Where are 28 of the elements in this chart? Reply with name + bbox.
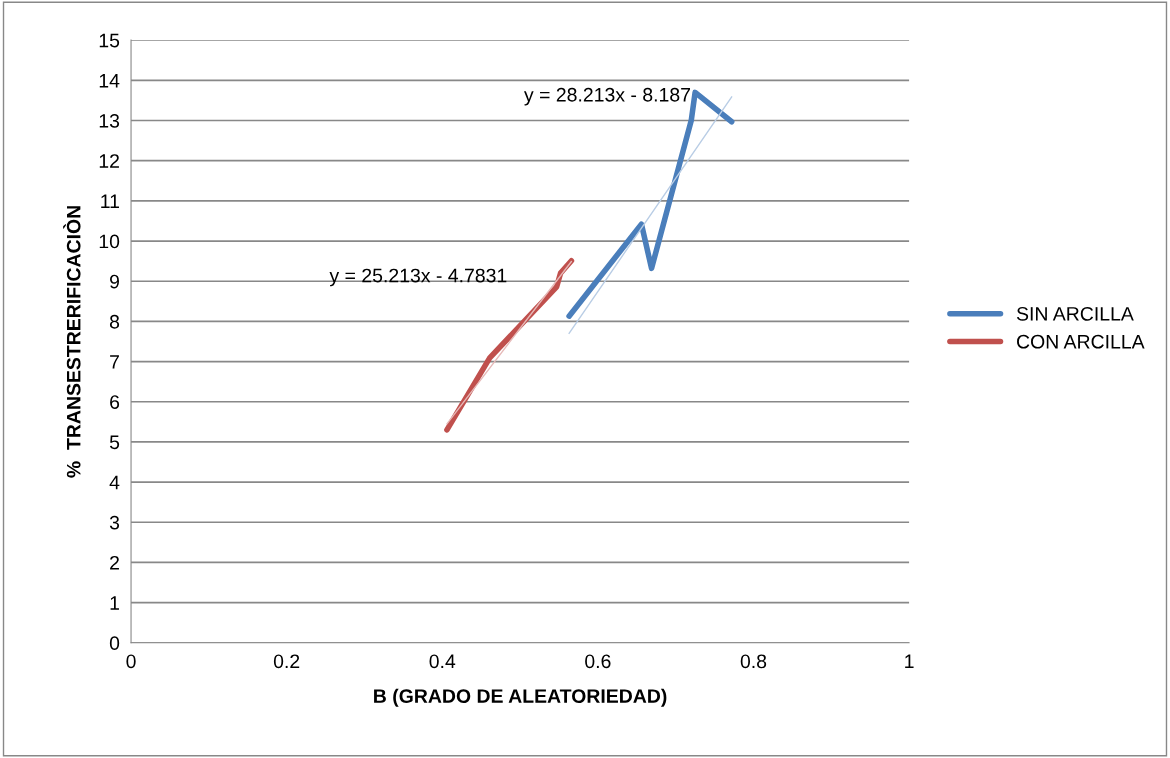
y-tick-label: 4: [109, 475, 120, 490]
y-tick-label: 12: [99, 154, 119, 168]
legend-label: SIN ARCILLA: [1016, 306, 1134, 321]
y-axis-title: % TRANSESTRERIFICACIÒN: [63, 206, 81, 478]
y-tick-label: 10: [99, 234, 120, 249]
x-tick-label: 0.2: [273, 654, 300, 669]
y-tick-label: 5: [109, 435, 120, 450]
y-tick-label: 8: [109, 314, 120, 329]
x-tick-label: 0.8: [740, 654, 767, 669]
y-tick-label: 15: [99, 33, 120, 48]
y-tick-label: 2: [110, 555, 119, 570]
annotation: y = 25.213x - 4.7831: [329, 268, 507, 287]
y-tick-label: 13: [99, 113, 120, 128]
legend-label: CON ARCILLA: [1017, 334, 1145, 349]
x-axis-title: B (GRADO DE ALEATORIEDAD): [374, 688, 667, 707]
y-tick-label: 9: [110, 274, 120, 289]
y-tick-label: 1: [110, 596, 119, 610]
x-tick-label: 1: [905, 654, 914, 668]
y-tick-label: 6: [110, 395, 120, 409]
x-tick-label: 0.6: [585, 654, 611, 669]
y-tick-label: 0: [109, 636, 120, 651]
y-tick-label: 3: [109, 515, 120, 530]
y-tick-label: 14: [99, 74, 120, 88]
y-tick-label: 11: [101, 194, 119, 208]
y-tick-label: 7: [110, 355, 119, 369]
x-tick-label: 0.4: [429, 654, 456, 669]
annotation: y = 28.213x - 8.187: [524, 87, 690, 106]
x-tick-label: 0: [126, 654, 136, 669]
